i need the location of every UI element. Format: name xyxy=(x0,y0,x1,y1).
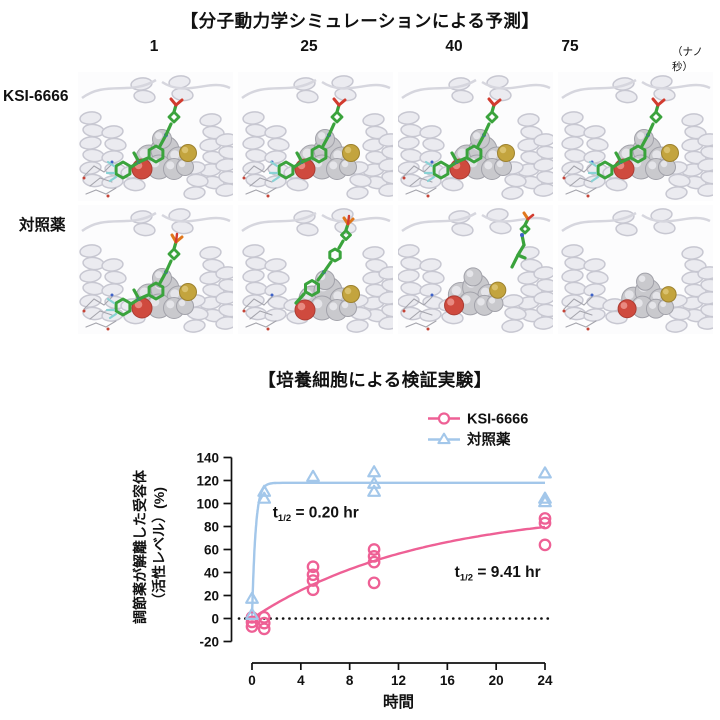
data-point-circle xyxy=(538,512,552,525)
data-point-circle xyxy=(257,622,271,636)
data-point-circle xyxy=(367,550,381,563)
time-label-25ns: 25 xyxy=(300,38,318,55)
row-label-ksi6666: KSI-6666 xyxy=(3,88,69,105)
half-life-annotation: t1/2 = 9.41 hr xyxy=(455,564,541,584)
data-point-triangle xyxy=(257,491,272,504)
md-panel-control-40ns xyxy=(398,205,553,334)
md-section-title: 【分子動力学シミュレーションによる予測】 xyxy=(180,11,540,31)
data-point-circle xyxy=(538,538,552,552)
x-tick-label: 16 xyxy=(440,673,456,688)
legend-label-ksi6666: KSI-6666 xyxy=(467,412,528,428)
md-panel-control-75ns xyxy=(558,205,713,334)
data-point-circle xyxy=(367,543,381,556)
data-point-triangle xyxy=(245,591,259,604)
md-panel-ksi6666-75ns xyxy=(558,72,713,201)
md-panel-ksi6666-1ns xyxy=(78,72,233,201)
legend-label-control: 対照薬 xyxy=(466,431,511,449)
x-tick-label: 8 xyxy=(346,673,354,688)
data-point-triangle xyxy=(257,484,272,497)
verification-chart: 140 120 100 80 60 40 20 0 -20 0 4 8 12 16 20 24 時間 調節薬が解離… xyxy=(132,412,553,712)
x-tick-label: 12 xyxy=(391,673,406,688)
md-panel-ksi6666-40ns xyxy=(398,72,553,201)
data-point-triangle xyxy=(538,466,552,479)
data-point-circle xyxy=(306,560,320,574)
time-label-1ns: 1 xyxy=(149,38,159,55)
data-point-triangle xyxy=(367,484,381,497)
y-tick-label: 0 xyxy=(211,611,219,626)
md-simulation-grid xyxy=(78,72,713,334)
md-panel-control-1ns xyxy=(78,205,233,334)
md-panel-control-25ns xyxy=(238,205,393,334)
data-point-triangle xyxy=(367,465,381,478)
md-panel-ksi6666-25ns xyxy=(238,72,393,201)
data-point-circle xyxy=(245,620,259,633)
data-point-circle xyxy=(245,615,259,629)
data-point-circle xyxy=(538,516,552,530)
fit-curve-triangle xyxy=(250,481,545,619)
row-label-control: 対照薬 xyxy=(19,217,66,234)
x-tick-label: 4 xyxy=(297,673,305,688)
data-point-circle xyxy=(306,574,320,587)
x-axis-title: 時間 xyxy=(383,692,414,711)
y-tick-label: 40 xyxy=(204,565,219,580)
y-tick-label: 120 xyxy=(196,473,219,488)
y-axis-title-line1: 調節薬が解離した受容体 xyxy=(132,469,148,624)
data-point-circle xyxy=(367,555,381,569)
data-point-circle xyxy=(306,583,320,597)
x-tick-label: 24 xyxy=(537,673,553,688)
data-point-triangle xyxy=(245,607,259,620)
data-point-circle xyxy=(306,568,320,582)
y-tick-label: 80 xyxy=(204,519,219,534)
data-point-triangle xyxy=(306,469,320,482)
half-life-annotation: t1/2 = 0.20 hr xyxy=(273,504,359,524)
data-point-circle xyxy=(257,616,271,630)
data-point-triangle xyxy=(538,491,552,504)
x-tick-label: 20 xyxy=(489,673,504,688)
x-tick-label: 0 xyxy=(248,673,256,688)
data-point-triangle xyxy=(538,495,552,508)
y-tick-label: 20 xyxy=(204,588,219,603)
cell-section-title: 【培養細胞による検証実験】 xyxy=(258,370,492,390)
y-axis-title-line2: （活性レベル）(%) xyxy=(151,487,167,607)
y-tick-label: -20 xyxy=(199,634,219,649)
data-point-circle xyxy=(367,576,381,590)
time-label-75ns: 75 xyxy=(561,38,579,55)
y-tick-label: 60 xyxy=(204,542,219,557)
time-label-40ns: 40 xyxy=(445,38,463,55)
time-unit-label: （ナノ秒） xyxy=(672,46,703,73)
y-tick-label: 100 xyxy=(196,496,219,511)
y-tick-label: 140 xyxy=(196,450,219,465)
